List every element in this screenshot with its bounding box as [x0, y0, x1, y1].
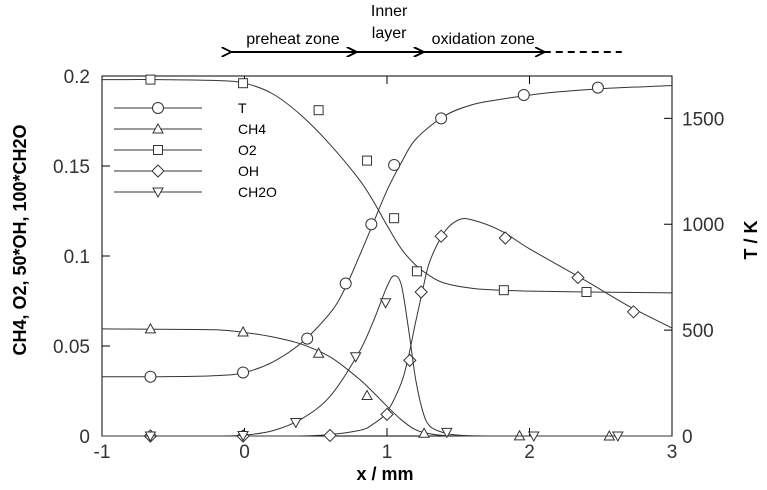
data-point-t — [388, 158, 401, 171]
data-point-oh — [434, 229, 448, 243]
data-point-o2 — [411, 266, 422, 277]
data-point-o2 — [145, 74, 156, 85]
series-line-o2 — [101, 79, 673, 294]
data-point-ch4 — [144, 322, 157, 334]
data-point-oh — [414, 285, 428, 299]
x-tick-label: 3 — [667, 442, 678, 463]
zone-annotations: preheat zone Inner layer oxidation zone — [230, 3, 622, 52]
plot-frame — [101, 75, 673, 437]
data-point-t — [339, 277, 352, 290]
data-point-o2 — [498, 285, 509, 296]
legend-item-t: T — [114, 100, 247, 116]
zone-label: oxidation zone — [432, 31, 535, 48]
series-t — [101, 81, 673, 383]
legend-item-oh: OH — [114, 163, 259, 179]
zone-label: Inner — [371, 3, 408, 20]
legend-item-o2: O2 — [114, 142, 257, 158]
data-point-t — [435, 112, 448, 125]
series-ch4 — [101, 322, 672, 441]
series-ch2o — [101, 275, 672, 443]
data-point-t — [144, 370, 157, 383]
data-point-t — [301, 332, 314, 345]
series-line-ch4 — [101, 328, 672, 437]
data-point-ch2o — [144, 431, 157, 443]
legend-marker-oh — [151, 164, 165, 178]
legend-marker-t — [152, 102, 164, 114]
y-tick-label-left: 0 — [79, 427, 90, 448]
data-point-ch2o — [527, 431, 540, 443]
legend-label: O2 — [238, 142, 257, 158]
x-tick-label: 1 — [382, 442, 393, 463]
zone-label: preheat zone — [246, 31, 340, 48]
data-point-oh — [626, 305, 641, 319]
series-layer — [101, 74, 673, 443]
legend-label: CH4 — [238, 121, 266, 137]
data-point-ch4 — [513, 429, 526, 441]
data-point-ch2o — [612, 431, 624, 443]
y-tick-label-left: 0.15 — [53, 157, 90, 178]
legend-marker-ch2o — [152, 187, 164, 199]
data-point-ch4 — [361, 389, 373, 400]
data-point-ch4 — [418, 427, 430, 438]
data-point-t — [517, 89, 530, 102]
y-tick-label-right: 0 — [682, 427, 693, 448]
data-point-ch4 — [237, 325, 249, 337]
data-point-ch2o — [379, 298, 392, 309]
x-tick-label: 2 — [524, 442, 535, 463]
data-point-ch2o — [289, 418, 302, 429]
zone-2: Inner layer — [356, 3, 423, 52]
data-point-ch2o — [441, 427, 453, 439]
data-point-o2 — [389, 213, 400, 224]
zone-1: preheat zone — [230, 31, 355, 52]
series-o2 — [101, 74, 673, 297]
data-point-oh — [571, 270, 585, 285]
y-tick-label-left: 0.05 — [53, 337, 90, 358]
data-point-t — [237, 366, 250, 379]
data-point-o2 — [581, 287, 592, 297]
series-line-oh — [101, 218, 673, 437]
x-tick-label: 0 — [239, 442, 250, 463]
data-point-o2 — [313, 105, 324, 116]
legend: T CH4 O2 OH CH2O — [114, 100, 277, 200]
y-axis-label-right: T / K — [741, 221, 761, 260]
data-point-oh — [323, 428, 337, 443]
legend-item-ch2o: CH2O — [114, 184, 277, 200]
y-tick-label-right: 500 — [682, 321, 714, 342]
y-axis-label-left: CH4, O2, 50*OH, 100*CH2O — [10, 124, 30, 355]
legend-item-ch4: CH4 — [114, 121, 266, 137]
data-point-o2 — [362, 155, 373, 166]
zone-3: oxidation zone — [423, 31, 544, 52]
y-tick-label-right: 1500 — [682, 109, 724, 130]
legend-label: T — [238, 100, 247, 116]
y-tick-label-left: 0.2 — [64, 67, 90, 88]
x-tick-label: -1 — [94, 442, 111, 463]
data-point-oh — [380, 407, 394, 422]
legend-marker-ch4 — [152, 122, 164, 134]
x-axis-label: x / mm — [356, 464, 413, 484]
y-tick-label-left: 0.1 — [64, 247, 90, 268]
data-point-ch2o — [349, 352, 362, 363]
zone-label: layer — [372, 25, 407, 42]
data-point-oh — [403, 353, 417, 368]
data-point-oh — [498, 231, 512, 245]
legend-marker-o2 — [153, 145, 163, 155]
legend-label: OH — [238, 163, 259, 179]
y-tick-label-right: 1000 — [682, 215, 724, 236]
series-line-ch2o — [101, 275, 672, 437]
data-point-o2 — [238, 78, 249, 89]
data-point-ch2o — [237, 430, 249, 442]
data-point-ch4 — [312, 347, 325, 358]
legend-label: CH2O — [238, 184, 277, 200]
data-point-t — [365, 218, 378, 231]
data-point-t — [591, 81, 604, 94]
series-oh — [101, 218, 673, 443]
